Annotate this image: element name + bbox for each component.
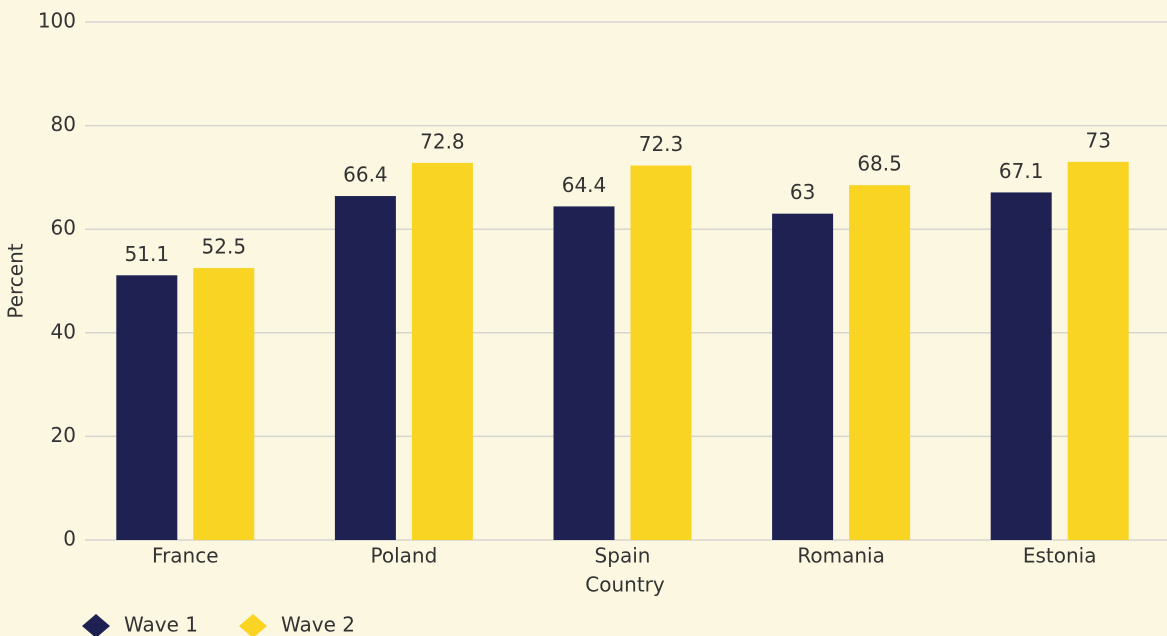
x-tick-label: Poland (371, 544, 438, 568)
legend-label: Wave 2 (281, 613, 355, 636)
y-tick-label: 0 (63, 527, 76, 551)
legend-swatch (239, 614, 267, 636)
value-label: 67.1 (999, 159, 1044, 183)
bar (1067, 161, 1129, 541)
y-tick-label: 100 (38, 9, 76, 33)
y-tick-label: 20 (51, 423, 76, 447)
value-label: 63 (790, 180, 815, 204)
value-label: 51.1 (125, 242, 170, 266)
x-tick-label: Romania (797, 544, 884, 568)
value-label: 73 (1085, 128, 1110, 152)
bar (630, 165, 692, 540)
bar (193, 268, 255, 540)
legend-label: Wave 1 (124, 613, 198, 636)
value-label: 64.4 (562, 173, 607, 197)
x-tick-label: France (152, 544, 219, 568)
y-tick-label: 60 (51, 216, 76, 240)
bar (553, 206, 615, 540)
bar (990, 192, 1052, 540)
x-axis-label: Country (585, 573, 665, 597)
y-tick-label: 80 (51, 112, 76, 136)
bar (849, 185, 911, 541)
bar (772, 213, 834, 540)
y-tick-label: 40 (51, 319, 76, 343)
legend-swatch (82, 614, 110, 636)
bar (334, 196, 396, 540)
value-label: 72.3 (639, 132, 684, 156)
value-label: 52.5 (202, 235, 247, 259)
x-tick-label: Spain (595, 544, 651, 568)
value-label: 66.4 (343, 163, 388, 187)
bar (116, 275, 178, 540)
y-axis-label: Percent (4, 243, 28, 318)
x-tick-label: Estonia (1023, 544, 1097, 568)
value-label: 68.5 (857, 152, 902, 176)
bar (411, 162, 473, 540)
value-label: 72.8 (420, 129, 465, 153)
